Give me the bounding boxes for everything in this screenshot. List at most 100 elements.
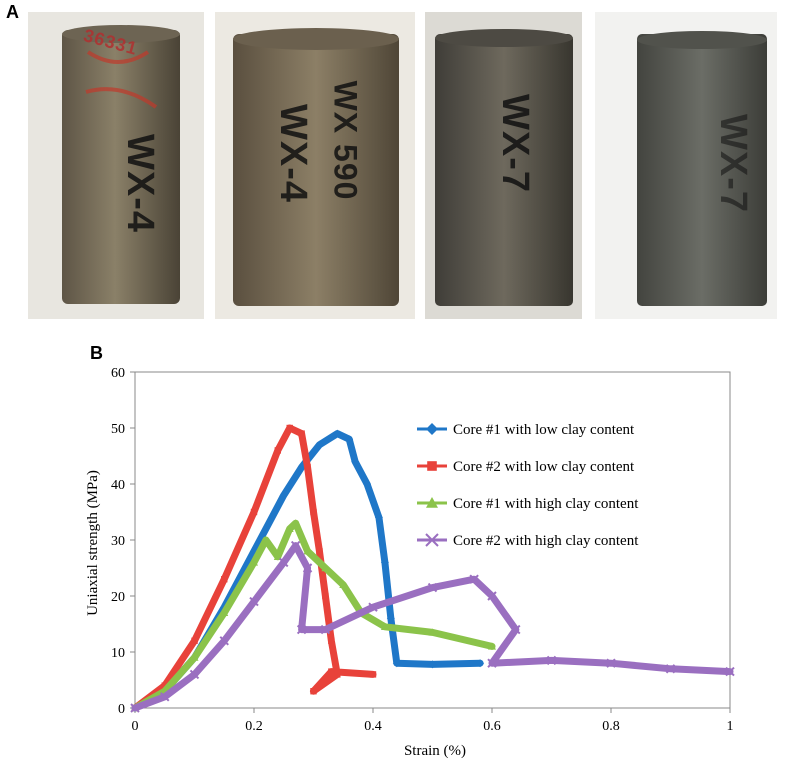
core-photo-2: WX-4 WX 590 xyxy=(215,12,415,319)
series-point-1 xyxy=(279,491,288,500)
series-point-3 xyxy=(291,519,300,527)
series-point-3 xyxy=(273,552,282,560)
series-point-4 xyxy=(320,624,331,635)
series-line-4 xyxy=(131,542,734,712)
series-point-1 xyxy=(374,513,383,522)
core-label-2b: WX 590 xyxy=(327,80,364,201)
series-point-2 xyxy=(369,671,377,678)
series-point-4 xyxy=(725,666,735,677)
series-point-4 xyxy=(487,591,497,601)
y-tick-label: 10 xyxy=(111,646,125,661)
series-point-3 xyxy=(488,642,496,650)
series-point-4 xyxy=(296,624,307,635)
core-cylinder-1 xyxy=(28,12,204,319)
series-point-1 xyxy=(315,440,324,449)
legend-label-1: Core #1 with low clay content xyxy=(453,422,635,438)
series-point-4 xyxy=(546,655,557,666)
series-point-3 xyxy=(428,628,437,636)
core-label-3: WX-7 xyxy=(494,94,536,193)
series-point-4 xyxy=(189,669,200,680)
y-tick-label: 30 xyxy=(111,534,125,549)
series-point-1 xyxy=(345,435,354,444)
series-point-2 xyxy=(316,548,323,555)
series-point-1 xyxy=(380,558,389,567)
legend-label-3: Core #1 with high clay content xyxy=(453,496,639,512)
legend-marker-4 xyxy=(425,533,439,547)
series-point-3 xyxy=(339,580,348,588)
core-label-1: WX-4 xyxy=(119,134,161,233)
series-point-4 xyxy=(160,692,170,702)
series-point-1 xyxy=(392,659,401,668)
series-point-1 xyxy=(250,547,258,556)
series-point-3 xyxy=(250,558,258,566)
series-point-2 xyxy=(304,464,311,471)
series-point-4 xyxy=(511,624,521,635)
legend-label-4: Core #2 with high clay content xyxy=(453,533,639,549)
y-axis-label: Uniaxial strength (MPa) xyxy=(85,470,101,616)
series-point-3 xyxy=(285,524,294,532)
x-tick-label: 0 xyxy=(132,719,139,734)
series-point-1 xyxy=(386,614,395,623)
series-point-2 xyxy=(310,688,317,695)
series-point-3 xyxy=(380,622,389,630)
y-tick-label: 60 xyxy=(111,366,125,381)
series-point-4 xyxy=(130,703,140,713)
series-point-1 xyxy=(476,659,485,668)
series-point-3 xyxy=(190,653,199,661)
core-cylinder-4 xyxy=(595,12,777,319)
series-point-2 xyxy=(221,576,228,583)
series-point-2 xyxy=(328,637,335,644)
series-point-3 xyxy=(220,608,229,616)
legend-marker-3 xyxy=(426,497,438,508)
series-point-4 xyxy=(665,664,676,674)
chart-legend: Core #1 with low clay content Core #2 wit… xyxy=(417,422,639,549)
series-point-2 xyxy=(191,637,198,644)
series-point-1 xyxy=(333,429,342,438)
core-cylinder-2 xyxy=(215,12,415,319)
series-point-2 xyxy=(250,508,258,516)
chart-series xyxy=(130,424,735,713)
x-tick-label: 0.4 xyxy=(364,719,382,734)
core-label-2: WX-4 xyxy=(272,104,314,203)
series-point-2 xyxy=(298,430,305,437)
series-point-1 xyxy=(428,660,437,669)
series-point-4 xyxy=(469,574,479,584)
series-point-1 xyxy=(297,463,306,472)
series-point-2 xyxy=(310,508,317,516)
series-point-2 xyxy=(161,682,168,689)
y-tick-label: 50 xyxy=(111,422,125,437)
x-axis-label: Strain (%) xyxy=(404,743,466,759)
series-point-4 xyxy=(427,582,438,593)
series-point-2 xyxy=(328,668,335,675)
series-point-4 xyxy=(290,540,301,551)
series-point-3 xyxy=(261,536,270,544)
core-cylinder-3 xyxy=(425,12,582,319)
series-point-1 xyxy=(363,480,372,488)
series-point-2 xyxy=(286,424,293,432)
panel-b-label: B xyxy=(90,343,103,363)
series-point-4 xyxy=(368,602,378,612)
legend-marker-2 xyxy=(427,461,437,471)
series-point-4 xyxy=(302,563,313,573)
series-point-2 xyxy=(322,592,329,600)
core-photo-3: WX-7 xyxy=(425,12,582,319)
x-tick-label: 1 xyxy=(727,719,734,734)
series-point-4 xyxy=(606,658,616,668)
series-point-4 xyxy=(487,658,497,668)
y-tick-label: 0 xyxy=(118,702,125,717)
x-tick-label: 0.8 xyxy=(602,719,620,734)
y-tick-label: 20 xyxy=(111,590,125,605)
x-tick-label: 0.2 xyxy=(245,719,263,734)
x-tick-label: 0.6 xyxy=(483,719,501,734)
series-point-4 xyxy=(279,557,289,568)
core-label-4: WX-7 xyxy=(712,114,754,213)
series-point-2 xyxy=(274,447,281,454)
y-tick-label: 40 xyxy=(111,478,125,493)
core-photo-4: WX-7 xyxy=(595,12,777,319)
series-point-3 xyxy=(303,547,312,555)
legend-marker-1 xyxy=(426,423,438,435)
series-point-1 xyxy=(351,457,360,466)
panel-a-label: A xyxy=(6,2,19,22)
